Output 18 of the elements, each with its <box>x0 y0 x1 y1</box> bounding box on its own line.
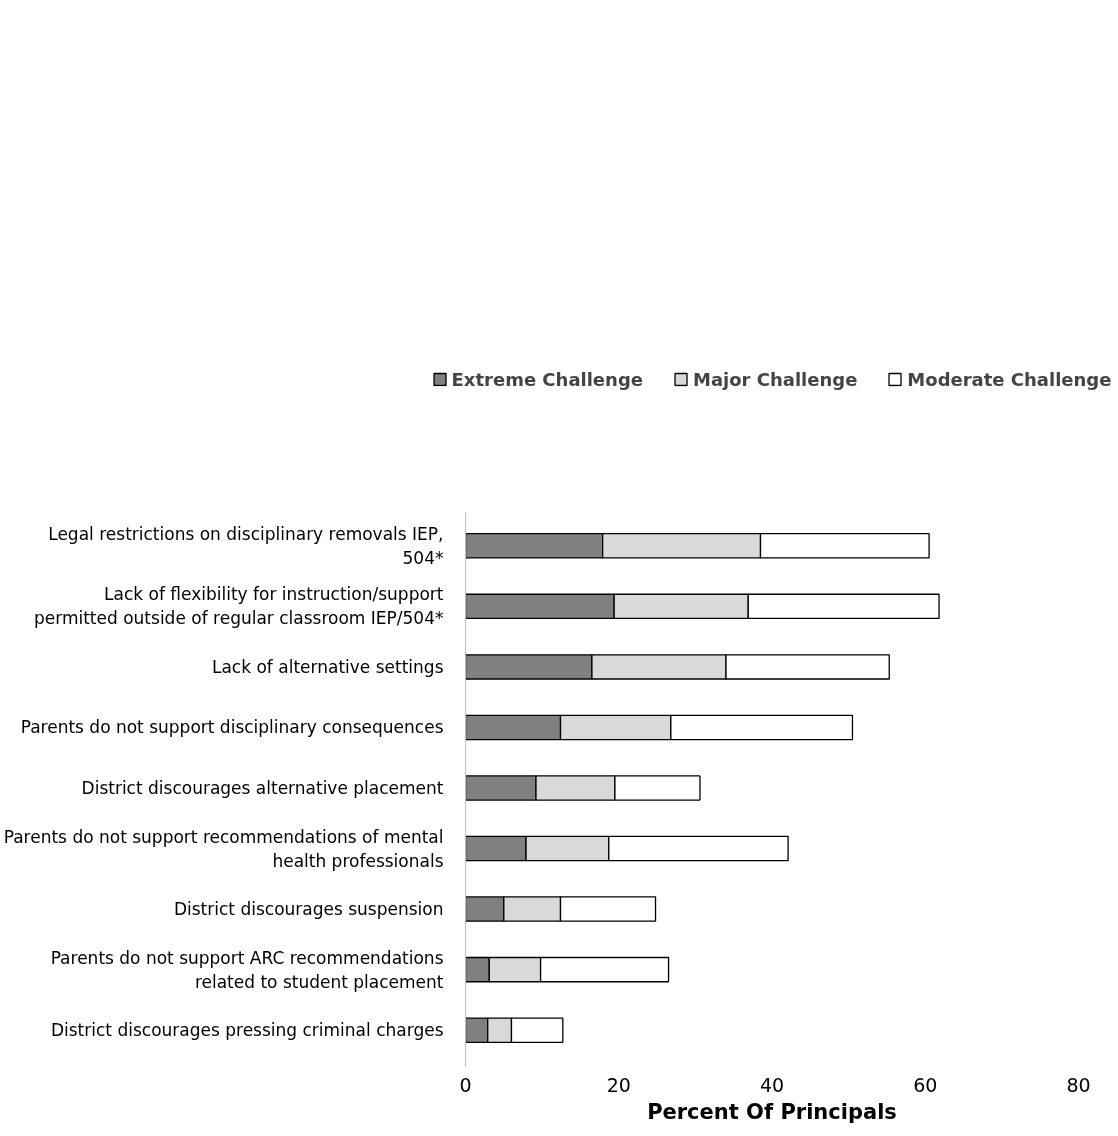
y-tick-label: District discourages alternative placement <box>81 777 444 798</box>
y-tick-label: Parents do not support ARC recommendations related to student placement <box>50 947 444 992</box>
legend-label: Extreme Challenge <box>451 368 643 390</box>
legend-label: Moderate Challenge <box>907 368 1112 390</box>
x-tick-label: 20 <box>606 1073 631 1096</box>
y-tick-label: Legal restrictions on disciplinary removals IEP, 504* <box>48 523 444 568</box>
x-tick-label: 80 <box>1066 1073 1091 1096</box>
x-axis-title: Percent Of Principals <box>647 1099 897 1124</box>
y-tick-label: Lack of flexibility for instruction/support permitted outside of regular classroom IEP/504* <box>33 584 444 629</box>
y-tick-label: District discourages pressing criminal charges <box>50 1020 444 1041</box>
x-tick-label: 60 <box>913 1073 938 1096</box>
y-tick-label: Parents do not support disciplinary consequences <box>20 717 444 738</box>
y-tick-label: Lack of alternative settings <box>211 656 444 677</box>
y-tick-label: Parents do not support recommendations of mental health professionals <box>3 826 444 871</box>
legend-label: Major Challenge <box>692 368 858 390</box>
x-tick-label: 0 <box>459 1073 472 1096</box>
x-tick-label: 40 <box>759 1073 785 1096</box>
y-tick-label: District discourages suspension <box>173 899 444 920</box>
